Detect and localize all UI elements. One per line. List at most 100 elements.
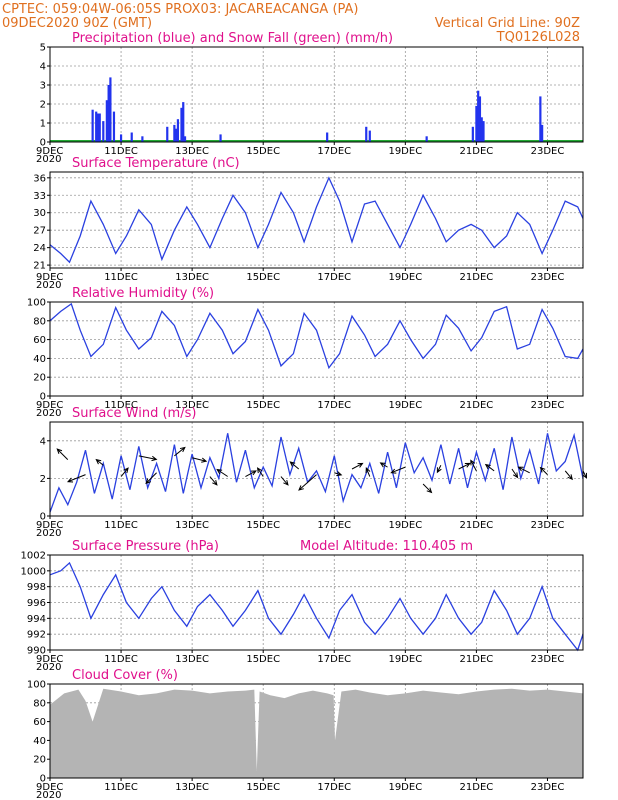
x-tick-label: 17DEC	[317, 146, 351, 157]
wind-series-line	[49, 432, 584, 513]
header-model-id: TQ0126L028	[496, 30, 580, 45]
wind-arrow	[539, 466, 548, 475]
humidity-series-line	[49, 302, 584, 370]
precip-bar	[141, 136, 144, 142]
pressure-series-line	[49, 561, 584, 652]
panel-humidity: 0 20 40 60 80 100 9DEC 11DEC 13DEC 15DEC 17DEC 19DE…	[27, 286, 584, 419]
wind-arrow	[334, 471, 343, 477]
x-tick-label: 23DEC	[531, 272, 565, 283]
y-tick-label: 2	[40, 474, 46, 485]
x-tick-label: 19DEC	[388, 146, 422, 157]
y-tick-label: 40	[33, 736, 46, 747]
y-tick-label: 3	[40, 81, 46, 92]
precip-bar	[173, 124, 176, 142]
wind-arrow	[192, 457, 208, 463]
y-tick-label: 27	[33, 226, 46, 237]
precip-bar	[475, 105, 478, 142]
y-tick-label: 80	[33, 316, 46, 327]
y-tick-label: 100	[27, 298, 46, 309]
panel-temperature: 21 24 27 30 33 36 9DEC 11DEC 13DEC 15DEC 17DEC 19DE…	[33, 156, 584, 291]
x-tick-label: 15DEC	[246, 272, 280, 283]
precip-bar	[119, 134, 123, 142]
x-year-label: 2020	[36, 790, 61, 800]
wind-arrow	[390, 466, 406, 474]
x-tick-label: 21DEC	[460, 146, 494, 157]
y-tick-label: 80	[33, 698, 46, 709]
temperature-title: Surface Temperature (nC)	[72, 156, 240, 171]
x-tick-label: 23DEC	[531, 400, 565, 411]
y-tick-label: 24	[33, 243, 46, 254]
precip-bar	[105, 100, 108, 142]
y-tick-label: 20	[33, 755, 46, 766]
x-tick-label: 9DEC	[36, 654, 63, 665]
header-grid-line-note: Vertical Grid Line: 90Z	[435, 16, 580, 31]
y-tick-label: 40	[33, 354, 46, 365]
precip-bar	[109, 77, 112, 142]
x-tick-label: 19DEC	[388, 272, 422, 283]
wind-arrow	[174, 446, 186, 457]
precip-bar	[326, 132, 329, 142]
precip-bar	[98, 113, 101, 142]
x-tick-label: 11DEC	[104, 782, 138, 793]
y-tick-label: 990	[27, 646, 46, 657]
pressure-annotation: Model Altitude: 110.405 m	[300, 539, 473, 554]
x-tick-label: 15DEC	[246, 654, 280, 665]
x-tick-label: 23DEC	[531, 654, 565, 665]
wind-arrow	[56, 448, 69, 460]
wind-arrow	[66, 474, 86, 483]
x-tick-label: 13DEC	[175, 520, 209, 531]
x-tick-label: 11DEC	[104, 146, 138, 157]
x-tick-label: 13DEC	[175, 272, 209, 283]
y-tick-label: 1002	[21, 551, 46, 562]
precip-bar	[180, 107, 183, 142]
wind-arrow	[458, 462, 471, 470]
x-tick-label: 23DEC	[531, 146, 565, 157]
wind-arrow	[145, 472, 157, 485]
x-year-label: 2020	[36, 528, 61, 539]
precip-bar	[365, 126, 368, 142]
wind-arrow	[379, 462, 388, 468]
x-tick-label: 13DEC	[175, 782, 209, 793]
cloud-cover-area	[50, 688, 583, 778]
y-tick-label: 60	[33, 335, 46, 346]
x-tick-label: 21DEC	[460, 782, 494, 793]
x-tick-label: 21DEC	[460, 400, 494, 411]
panel-cloud: 0 20 40 60 80 100 9DEC 11DEC 13DEC 15DEC 17DEC 19DE…	[27, 668, 584, 800]
precip-bar	[477, 90, 480, 142]
precip-bar	[482, 121, 485, 142]
x-tick-label: 17DEC	[317, 782, 351, 793]
x-tick-label: 21DEC	[460, 272, 494, 283]
x-tick-label: 15DEC	[246, 400, 280, 411]
wind-arrow	[484, 463, 495, 472]
y-tick-label: 996	[27, 598, 46, 609]
wind-arrow	[95, 458, 104, 466]
precip-bar	[166, 126, 169, 142]
wind-arrow	[511, 468, 519, 479]
y-tick-label: 5	[40, 43, 46, 54]
y-tick-label: 20	[33, 373, 46, 384]
precip-bar	[176, 119, 180, 142]
x-tick-label: 13DEC	[175, 654, 209, 665]
precip-bar	[91, 109, 94, 142]
x-tick-label: 15DEC	[246, 782, 280, 793]
wind-arrow	[289, 461, 300, 470]
x-tick-label: 23DEC	[531, 782, 565, 793]
x-year-label: 2020	[36, 408, 61, 419]
y-tick-label: 36	[33, 173, 46, 184]
x-tick-label: 11DEC	[104, 654, 138, 665]
header-date-line: 09DEC2020 90Z (GMT)	[2, 16, 152, 31]
x-tick-label: 9DEC	[36, 272, 63, 283]
x-tick-label: 17DEC	[317, 272, 351, 283]
x-tick-label: 21DEC	[460, 654, 494, 665]
pressure-title: Surface Pressure (hPa)	[72, 539, 219, 554]
wind-arrow	[209, 476, 218, 486]
x-tick-label: 23DEC	[531, 520, 565, 531]
x-tick-label: 11DEC	[104, 272, 138, 283]
x-tick-label: 15DEC	[246, 520, 280, 531]
precip-bar	[478, 96, 482, 142]
panel-frame	[49, 46, 584, 143]
x-tick-label: 9DEC	[36, 782, 63, 793]
wind-arrow	[422, 483, 433, 494]
precip-bar	[182, 102, 185, 142]
